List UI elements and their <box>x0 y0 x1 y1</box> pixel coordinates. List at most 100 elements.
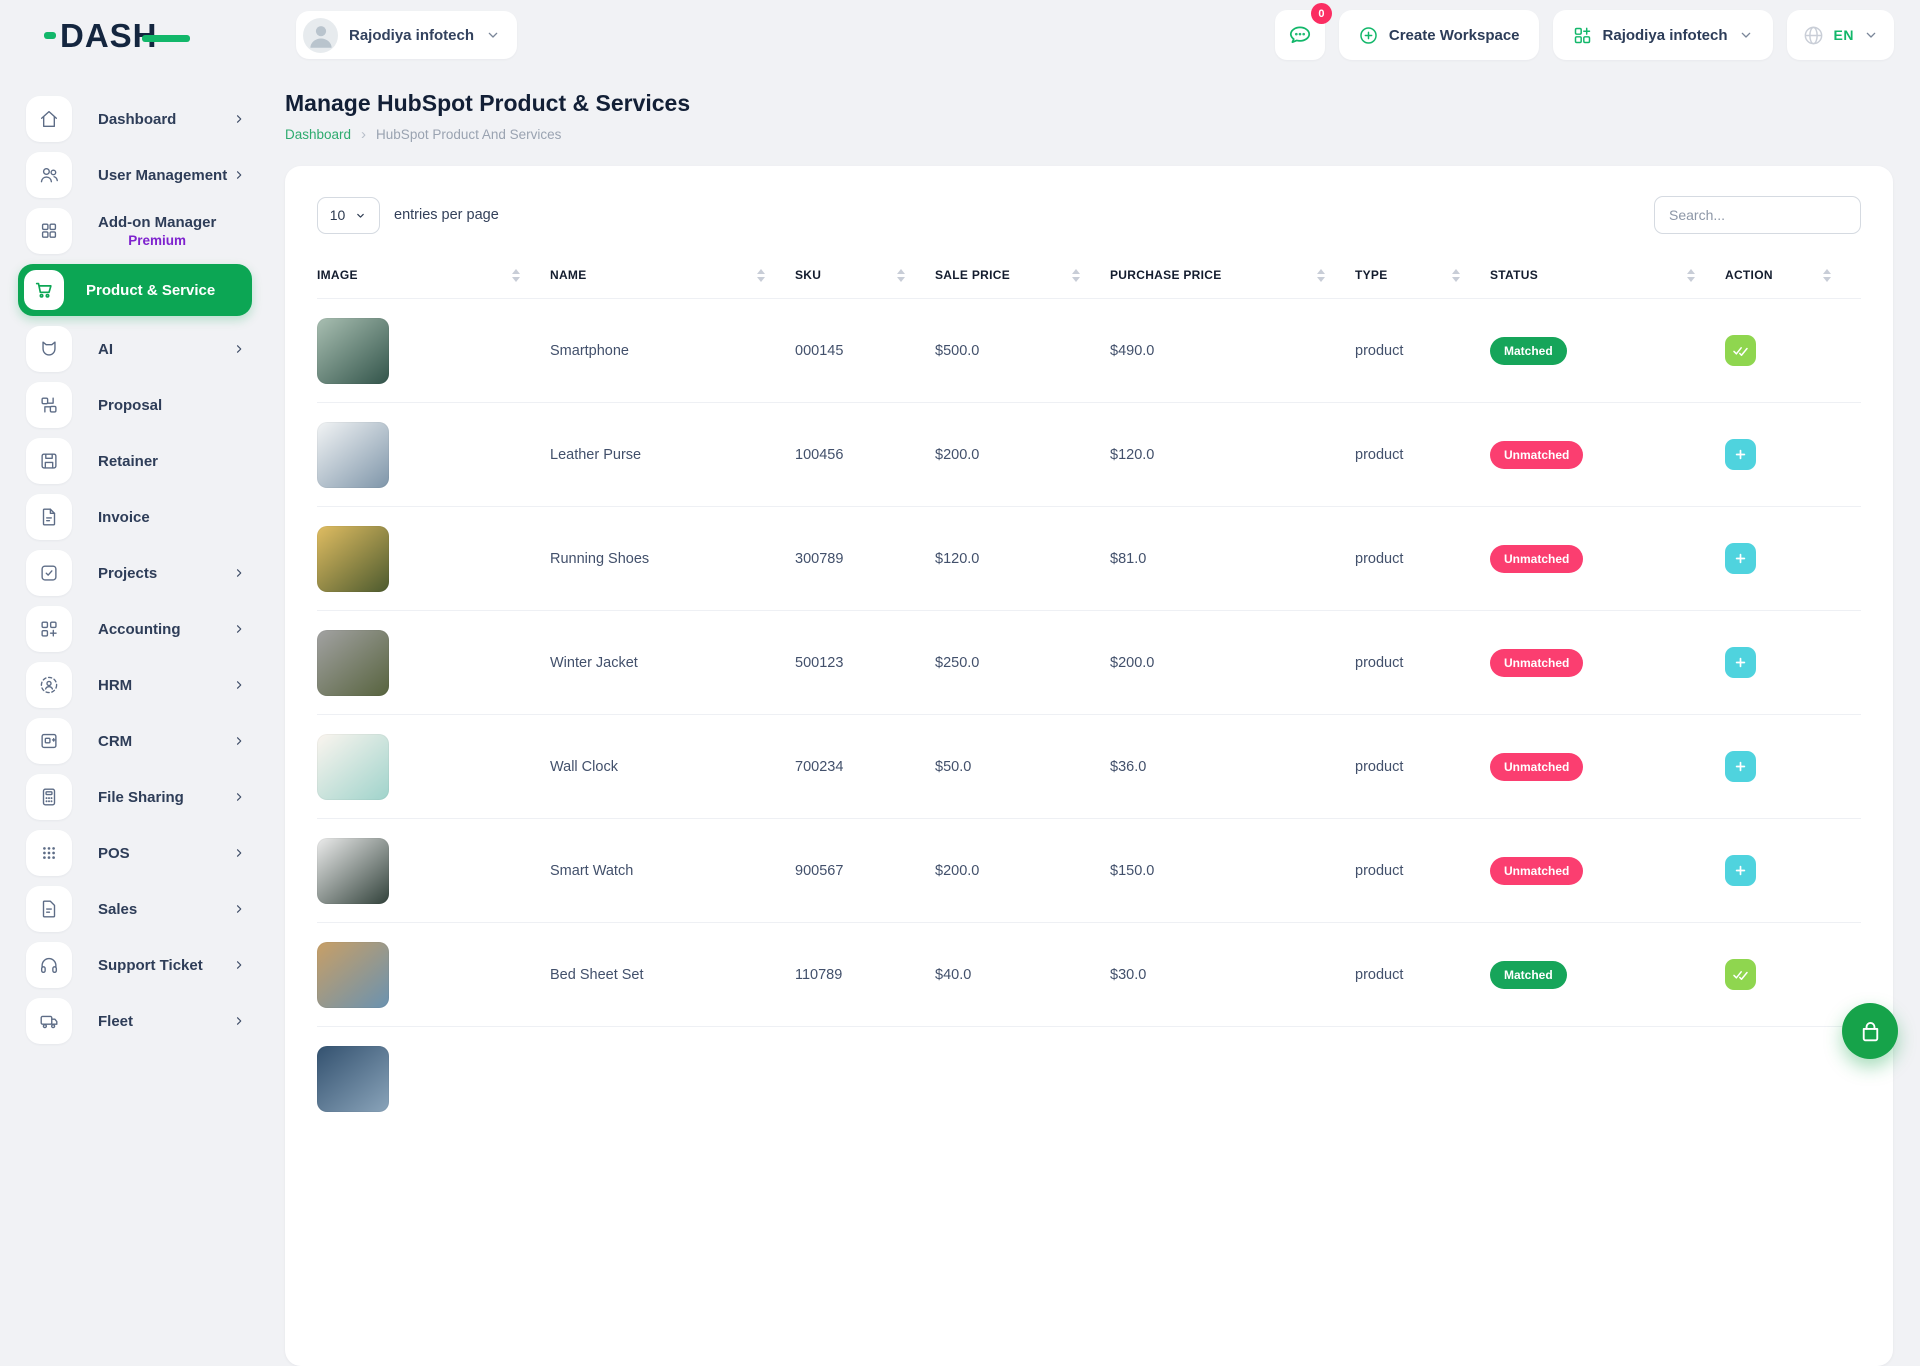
cell-sku <box>795 1026 935 1131</box>
sidebar-item-retainer[interactable]: Retainer <box>26 438 246 484</box>
column-header-name[interactable]: NAME <box>550 260 795 299</box>
cart-fab-button[interactable] <box>1842 1003 1898 1059</box>
sidebar-item-invoice[interactable]: Invoice <box>26 494 246 540</box>
cell-sku: 700234 <box>795 714 935 819</box>
cell-sale-price <box>935 1026 1110 1131</box>
topbar: DASH Rajodiya infotech 0 Create Workspac… <box>0 0 1920 70</box>
logo-accent-bar <box>141 34 190 42</box>
create-workspace-button[interactable]: Create Workspace <box>1338 10 1539 60</box>
cell-sku: 900567 <box>795 818 935 923</box>
cart-icon <box>24 270 64 310</box>
plus-icon <box>1735 865 1746 876</box>
status-badge: Unmatched <box>1490 856 1584 885</box>
user-scan-icon <box>26 662 72 708</box>
cell-type: product <box>1355 402 1490 507</box>
sidebar-item-projects[interactable]: Projects <box>26 550 246 596</box>
breadcrumb-dashboard-link[interactable]: Dashboard <box>285 127 352 142</box>
sidebar-item-product-service[interactable]: Product & Service <box>18 264 252 316</box>
sort-icon[interactable] <box>1452 269 1460 282</box>
headphones-icon <box>26 942 72 988</box>
column-header-image[interactable]: IMAGE <box>317 260 550 299</box>
sort-icon[interactable] <box>1317 269 1325 282</box>
column-header-type[interactable]: TYPE <box>1355 260 1490 299</box>
row-action-button[interactable] <box>1725 855 1756 886</box>
sidebar-item-dashboard[interactable]: Dashboard <box>26 96 246 142</box>
chevron-right-icon <box>232 958 246 972</box>
chevron-right-icon <box>232 566 246 580</box>
sidebar-item-support-ticket[interactable]: Support Ticket <box>26 942 246 988</box>
sidebar-item-fleet[interactable]: Fleet <box>26 998 246 1044</box>
product-image <box>317 941 389 1008</box>
cell-sale-price: $40.0 <box>935 922 1110 1027</box>
sidebar-item-crm[interactable]: CRM <box>26 718 246 764</box>
sidebar-item-proposal[interactable]: Proposal <box>26 382 246 428</box>
status-badge: Matched <box>1490 336 1567 365</box>
cell-sku: 500123 <box>795 610 935 715</box>
breadcrumb: Dashboard › HubSpot Product And Services <box>285 126 1893 143</box>
cell-type: product <box>1355 506 1490 611</box>
row-action-button[interactable] <box>1725 439 1756 470</box>
cell-purchase-price: $200.0 <box>1110 610 1355 715</box>
page-size-select[interactable]: 10 <box>317 196 380 234</box>
sidebar-item-file-sharing[interactable]: File Sharing <box>26 774 246 820</box>
crm-board-icon <box>26 718 72 764</box>
double-check-icon <box>1733 347 1748 356</box>
sort-icon[interactable] <box>1823 269 1831 282</box>
sidebar-item-hrm[interactable]: HRM <box>26 662 246 708</box>
column-header-status[interactable]: STATUS <box>1490 260 1725 299</box>
sort-icon[interactable] <box>512 269 520 282</box>
chevron-right-icon <box>232 846 246 860</box>
workspace-selector[interactable]: Rajodiya infotech <box>296 11 518 59</box>
status-badge: Unmatched <box>1490 752 1584 781</box>
app-logo[interactable]: DASH <box>44 19 280 52</box>
sidebar-item-addon-manager[interactable]: Add-on Manager Premium <box>26 208 246 254</box>
sidebar-item-pos[interactable]: POS <box>26 830 246 876</box>
chevron-right-icon <box>232 678 246 692</box>
sidebar-item-sales[interactable]: Sales <box>26 886 246 932</box>
column-header-action[interactable]: ACTION <box>1725 260 1861 299</box>
company-name: Rajodiya infotech <box>1602 26 1728 44</box>
sort-icon[interactable] <box>1687 269 1695 282</box>
breadcrumb-current: HubSpot Product And Services <box>376 127 562 142</box>
row-action-button[interactable] <box>1725 335 1756 366</box>
table-row: Running Shoes 300789 $120.0 $81.0 produc… <box>317 506 1861 611</box>
sidebar-item-ai[interactable]: AI <box>26 326 246 372</box>
page-title: Manage HubSpot Product & Services <box>285 90 691 116</box>
cell-purchase-price: $120.0 <box>1110 402 1355 507</box>
sidebar-item-user-management[interactable]: User Management <box>26 152 246 198</box>
row-action-button[interactable] <box>1725 751 1756 782</box>
entries-per-page-label: entries per page <box>394 207 499 223</box>
row-action-button[interactable] <box>1725 959 1756 990</box>
cell-sale-price: $120.0 <box>935 506 1110 611</box>
sort-icon[interactable] <box>897 269 905 282</box>
chevron-right-icon <box>232 168 246 182</box>
chevron-right-icon <box>232 790 246 804</box>
messages-badge: 0 <box>1310 3 1332 24</box>
chevron-down-icon <box>488 32 498 38</box>
chevron-right-icon <box>232 902 246 916</box>
row-action-button[interactable] <box>1725 647 1756 678</box>
sort-icon[interactable] <box>1072 269 1080 282</box>
cell-sale-price: $200.0 <box>935 402 1110 507</box>
main-content: Manage HubSpot Product & Services Dashbo… <box>285 70 1893 1366</box>
status-badge: Unmatched <box>1490 440 1584 469</box>
column-header-sku[interactable]: SKU <box>795 260 935 299</box>
column-header-purchase-price[interactable]: PURCHASE PRICE <box>1110 260 1355 299</box>
language-selector[interactable]: EN <box>1786 10 1894 60</box>
sidebar-item-accounting[interactable]: Accounting <box>26 606 246 652</box>
plus-icon <box>1735 657 1746 668</box>
sort-icon[interactable] <box>757 269 765 282</box>
cell-name: Running Shoes <box>550 506 795 611</box>
row-action-button[interactable] <box>1725 543 1756 574</box>
cell-purchase-price: $36.0 <box>1110 714 1355 819</box>
status-badge: Matched <box>1490 960 1567 989</box>
products-card: 10 entries per page IMAGE NAME SKU SALE … <box>285 166 1893 1366</box>
cell-type: product <box>1355 610 1490 715</box>
company-selector[interactable]: Rajodiya infotech <box>1552 10 1773 60</box>
logo-text: DASH <box>60 16 158 54</box>
column-header-sale-price[interactable]: SALE PRICE <box>935 260 1110 299</box>
messages-button[interactable]: 0 <box>1274 3 1332 60</box>
workspace-grid-icon <box>1574 27 1590 43</box>
proposal-icon <box>26 382 72 428</box>
search-input[interactable] <box>1654 196 1861 234</box>
